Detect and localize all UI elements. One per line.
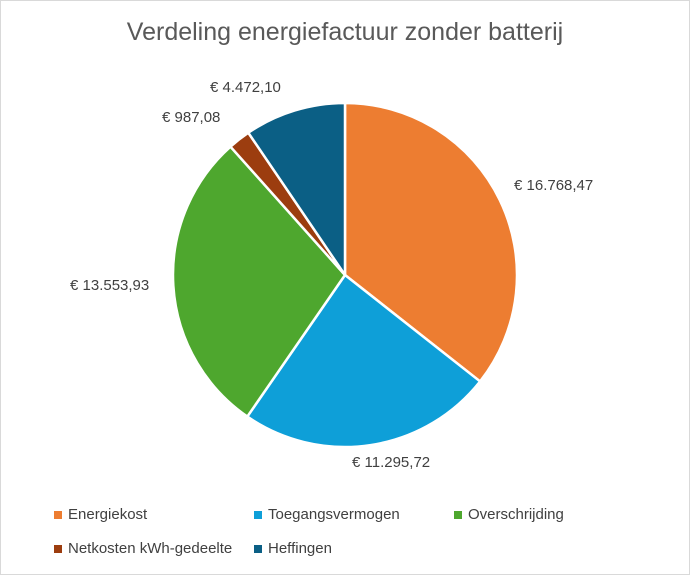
legend-item-netkosten-kwh-gedeelte: Netkosten kWh-gedeelte [54,540,232,557]
legend-item-heffingen: Heffingen [254,540,332,557]
legend-label: Overschrijding [468,506,564,523]
legend-label: Toegangsvermogen [268,506,400,523]
pie-slice-toegangsvermogen [246,273,482,449]
legend-item-toegangsvermogen: Toegangsvermogen [254,506,400,523]
legend-swatch [254,510,262,519]
legend-label: Energiekost [68,506,148,523]
data-label-netkosten-kwh-gedeelte: € 987,08 [162,109,220,126]
data-label-energiekost: € 16.768,47 [514,177,593,194]
pie-slice-energiekost [343,101,519,383]
data-label-overschrijding: € 13.553,93 [70,277,149,294]
pie-slice-overschrijding [171,145,347,418]
legend-label: Netkosten kWh-gedeelte [68,540,233,557]
legend-swatch [454,510,462,519]
legend-item-overschrijding: Overschrijding [454,506,564,523]
legend-swatch [54,544,62,553]
legend-item-energiekost: Energiekost [54,506,147,523]
data-label-heffingen: € 4.472,10 [210,79,281,96]
chart-title: Verdeling energiefactuur zonder batterij [126,18,564,46]
legend-swatch [54,510,62,519]
legend-swatch [254,544,262,553]
legend-label: Heffingen [268,540,332,557]
data-label-toegangsvermogen: € 11.295,72 [352,454,430,471]
pie-slice-heffingen [247,101,347,277]
